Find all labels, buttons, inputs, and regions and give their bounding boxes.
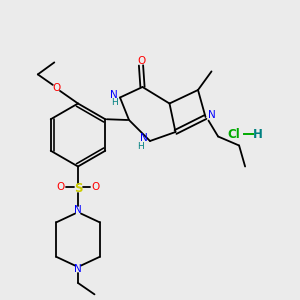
Text: H: H <box>111 98 117 107</box>
Text: O: O <box>91 182 99 192</box>
Text: O: O <box>137 56 145 66</box>
Text: N: N <box>110 89 117 100</box>
Text: S: S <box>74 182 82 195</box>
Text: Cl: Cl <box>228 128 240 142</box>
Text: N: N <box>74 205 82 215</box>
Text: N: N <box>140 133 147 143</box>
Text: N: N <box>74 265 82 275</box>
Text: O: O <box>57 182 65 192</box>
Text: O: O <box>52 83 61 93</box>
Text: H: H <box>138 142 144 151</box>
Text: H: H <box>253 128 263 142</box>
Text: N: N <box>208 110 215 120</box>
